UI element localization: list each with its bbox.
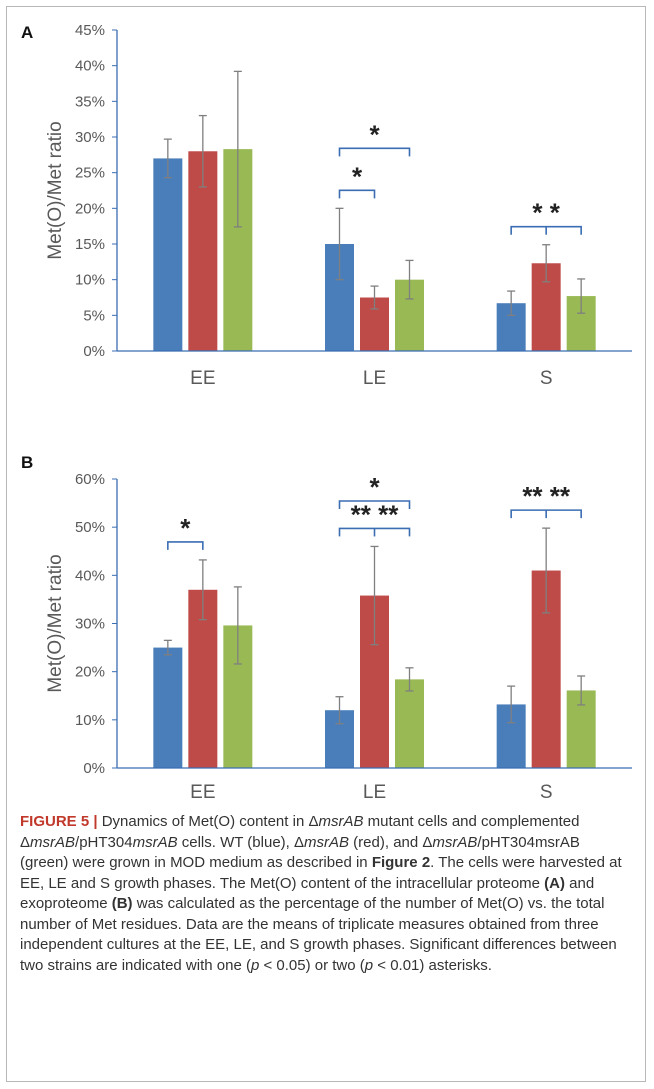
category-label: S [540, 368, 553, 389]
y-tick-label: 40% [75, 567, 105, 584]
significance-annotation: * [338, 161, 376, 199]
y-tick-label: 0% [83, 343, 105, 360]
panel-label: A [21, 23, 33, 42]
y-tick-label: 50% [75, 519, 105, 536]
bar [153, 647, 183, 768]
significance-bracket [338, 527, 411, 537]
y-axis-label: Met(O)/Met ratio [45, 554, 66, 692]
significance-asterisks: * [369, 472, 380, 502]
chart-panel-a: A Met(O)/Met ratio 0% 5% 10% 15% 20% 25% 30% 35% 4… [21, 22, 632, 389]
significance-annotation: ** ** [338, 499, 411, 537]
significance-asterisks: ** ** [351, 499, 400, 529]
significance-asterisks: ** ** [522, 481, 571, 511]
y-tick-label: 35% [75, 93, 105, 110]
significance-bracket [510, 225, 582, 235]
caption-text: Dynamics of Met(O) content in ΔmsrAB mut… [20, 813, 622, 974]
y-tick-label: 40% [75, 58, 105, 75]
category-label: LE [363, 368, 386, 389]
y-tick-label: 15% [75, 236, 105, 253]
caption-label: FIGURE 5 | [20, 813, 98, 830]
y-tick-label: 45% [75, 22, 105, 39]
y-tick-label: 5% [83, 307, 105, 324]
category-label: EE [190, 368, 215, 389]
panel-label: B [21, 453, 33, 472]
y-tick-label: 30% [75, 616, 105, 633]
significance-annotation: * [338, 472, 411, 509]
significance-annotation: * [338, 119, 411, 157]
significance-asterisks: * [369, 119, 380, 149]
bar [395, 679, 424, 768]
significance-bracket [167, 541, 204, 550]
category-label: EE [190, 782, 215, 800]
figure-frame [6, 6, 646, 1082]
significance-annotation: ** ** [510, 481, 582, 519]
y-tick-label: 10% [75, 712, 105, 729]
significance-asterisks: * * [532, 198, 560, 228]
significance-annotation: * * [510, 198, 582, 235]
significance-annotation: * [167, 513, 204, 550]
bar [153, 158, 183, 351]
significance-asterisks: * [180, 513, 191, 543]
significance-asterisks: * [352, 161, 363, 191]
category-label: LE [363, 782, 386, 800]
significance-bracket [338, 500, 411, 509]
y-axis-label: Met(O)/Met ratio [45, 121, 66, 259]
chart-panel-b: B Met(O)/Met ratio 0% 10% 20% 30% 40% 50% 60% EE L… [21, 453, 632, 800]
category-label: S [540, 782, 553, 800]
y-tick-label: 10% [75, 272, 105, 289]
y-tick-label: 20% [75, 200, 105, 217]
y-tick-label: 30% [75, 129, 105, 146]
y-tick-label: 25% [75, 165, 105, 182]
y-tick-label: 60% [75, 471, 105, 488]
figure-caption: FIGURE 5 | Dynamics of Met(O) content in… [20, 812, 632, 976]
significance-bracket [338, 189, 376, 199]
y-tick-label: 0% [83, 760, 105, 777]
significance-bracket [338, 147, 411, 157]
y-tick-label: 20% [75, 664, 105, 681]
